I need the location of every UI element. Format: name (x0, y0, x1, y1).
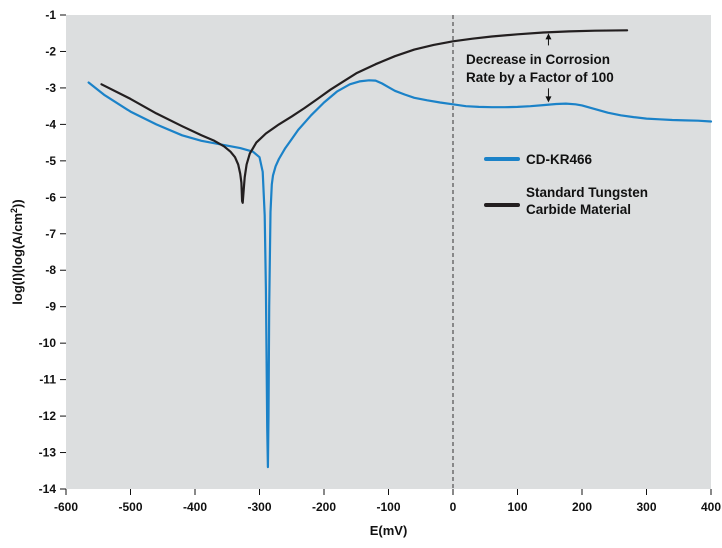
y-tick-label: -14 (39, 482, 57, 496)
series-line-1 (100, 29, 629, 204)
x-axis-title: E(mV) (370, 523, 408, 538)
series-layer (87, 29, 713, 469)
y-tick-label: -11 (39, 373, 56, 387)
x-tick-label: -400 (183, 500, 207, 514)
y-tick-label: -5 (45, 154, 56, 168)
y-axis-title-main: log(I)(log(A/cm (10, 213, 25, 305)
legend-label-cd-kr466: CD-KR466 (526, 152, 593, 167)
y-tick-label: -10 (39, 336, 57, 350)
annotation-arrowhead-down (545, 96, 552, 103)
plot-area (66, 15, 711, 489)
x-tick-label: -200 (312, 500, 336, 514)
x-tick-label: 300 (636, 500, 656, 514)
x-tick-label: 100 (507, 500, 527, 514)
legend: CD-KR466 Standard Tungsten Carbide Materia… (484, 152, 648, 217)
y-tick-label: -6 (45, 190, 56, 204)
legend-label-standard-tungsten: Standard Tungsten (526, 185, 648, 200)
annotation-text: Decrease in Corrosion (466, 52, 610, 67)
y-tick-label: -4 (45, 117, 56, 131)
y-tick-label: -12 (39, 409, 57, 423)
legend-label-standard-tungsten: Carbide Material (526, 202, 631, 217)
y-tick-label: -9 (45, 300, 56, 314)
y-tick-label: -13 (39, 446, 57, 460)
y-axis-title-end: )) (10, 199, 25, 208)
y-tick-label: -1 (45, 8, 56, 22)
y-axis-title: log(I)(log(A/cm2)) (9, 199, 25, 304)
y-axis-ticks: -1 -2 -3 -4 -5 -6 -7 -8 -9 -10 -11 -12 -13 -14 (39, 8, 66, 496)
y-tick-label: -7 (45, 227, 56, 241)
x-tick-label: 200 (572, 500, 592, 514)
annotation: Decrease in Corrosion Rate by a Factor of… (466, 33, 614, 103)
y-tick-label: -3 (45, 81, 56, 95)
y-axis-title-sup: 2 (9, 208, 19, 213)
x-tick-label: 400 (701, 500, 721, 514)
series-line-0 (87, 79, 713, 469)
x-tick-label: 0 (450, 500, 457, 514)
annotation-text: Rate by a Factor of 100 (466, 70, 614, 85)
x-tick-label: -100 (376, 500, 400, 514)
y-tick-label: -2 (45, 44, 56, 58)
x-tick-label: -500 (118, 500, 142, 514)
x-tick-label: -600 (54, 500, 78, 514)
annotation-arrowhead-up (545, 33, 552, 40)
x-tick-label: -300 (247, 500, 271, 514)
x-axis-ticks: -600 -500 -400 -300 -200 -100 0 100 200 300 400 (54, 489, 721, 514)
y-tick-label: -8 (45, 263, 56, 277)
